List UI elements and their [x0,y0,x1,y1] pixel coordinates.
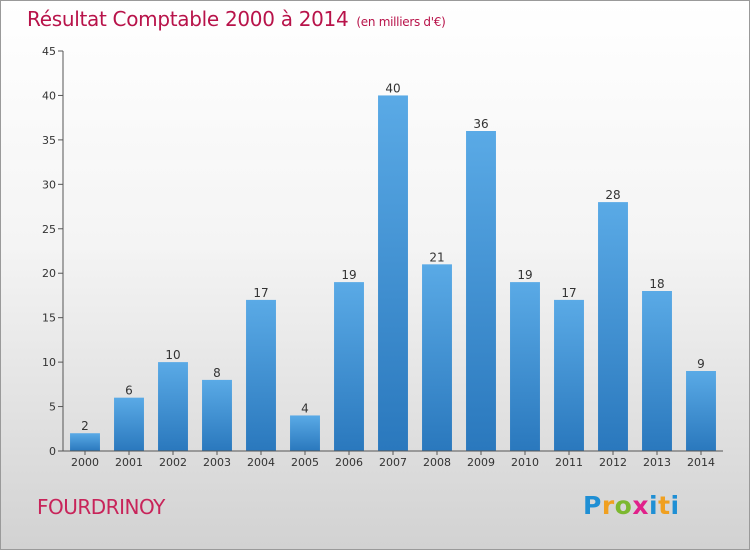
y-tick-label: 25 [42,223,56,236]
y-tick-label: 0 [49,445,56,458]
data-label-2006: 19 [341,268,356,282]
x-tick-label-2002: 2002 [159,456,187,469]
x-tick-label-2014: 2014 [687,456,715,469]
bar-2011 [554,299,584,451]
bar-2014 [686,371,716,451]
data-label-2003: 8 [213,366,221,380]
logo-letter: t [658,491,671,520]
y-tick-label: 40 [42,89,56,102]
x-tick-label-2008: 2008 [423,456,451,469]
logo-letter: i [649,491,659,520]
y-tick-label: 10 [42,356,56,369]
logo-letter: i [670,491,680,520]
x-tick-label-2001: 2001 [115,456,143,469]
chart-title-text: Résultat Comptable 2000 à 2014 [27,7,349,31]
data-label-2012: 28 [605,188,620,202]
chart-subtitle: (en milliers d'€) [356,15,446,29]
data-label-2014: 9 [697,357,705,371]
y-tick-label: 45 [42,45,56,58]
bar-2004 [246,299,276,451]
y-tick-label: 15 [42,312,56,325]
logo-letter: o [614,491,633,520]
data-label-2010: 19 [517,268,532,282]
bar-2007 [378,95,408,451]
x-tick-label-2004: 2004 [247,456,275,469]
data-label-2002: 10 [165,348,180,362]
proxiti-logo: Proxiti [583,491,680,520]
y-tick-label: 35 [42,134,56,147]
x-tick-label-2011: 2011 [555,456,583,469]
data-label-2000: 2 [81,419,89,433]
y-tick-label: 30 [42,178,56,191]
logo-letter: r [601,491,615,520]
chart-title: Résultat Comptable 2000 à 2014 (en millie… [27,7,446,31]
bar-2002 [158,362,188,451]
x-tick-label-2009: 2009 [467,456,495,469]
logo-letter: P [583,491,602,520]
bar-2009 [466,131,496,451]
bar-2005 [290,415,320,451]
y-tick-label: 20 [42,267,56,280]
x-tick-label-2003: 2003 [203,456,231,469]
bar-2012 [598,202,628,451]
bar-2010 [510,282,540,451]
logo-letter: x [632,491,649,520]
y-tick-label: 5 [49,401,56,414]
data-label-2009: 36 [473,117,488,131]
x-tick-label-2010: 2010 [511,456,539,469]
x-axis: 2000 2001 2002 2003 2004 2005 2006 2007 2008 2009… [63,450,723,469]
data-label-2004: 17 [253,286,268,300]
bar-2013 [642,291,672,451]
data-label-2007: 40 [385,81,400,95]
x-tick-label-2000: 2000 [71,456,99,469]
x-tick-label-2012: 2012 [599,456,627,469]
bar-2006 [334,282,364,451]
data-label-2011: 17 [561,286,576,300]
bar-2003 [202,379,232,451]
x-tick-label-2007: 2007 [379,456,407,469]
bars: 2 6 10 8 17 4 19 40 21 36 19 17 28 18 9 [70,81,716,451]
bar-2008 [422,264,452,451]
y-axis: 0 5 10 15 20 25 30 35 40 45 [42,45,64,458]
commune-name: FOURDRINOY [37,495,165,519]
data-label-2005: 4 [301,401,309,415]
data-label-2008: 21 [429,250,444,264]
bar-2001 [114,397,144,451]
x-tick-label-2005: 2005 [291,456,319,469]
x-tick-label-2013: 2013 [643,456,671,469]
bar-2000 [70,433,100,451]
data-label-2013: 18 [649,277,664,291]
x-tick-label-2006: 2006 [335,456,363,469]
data-label-2001: 6 [125,384,133,398]
